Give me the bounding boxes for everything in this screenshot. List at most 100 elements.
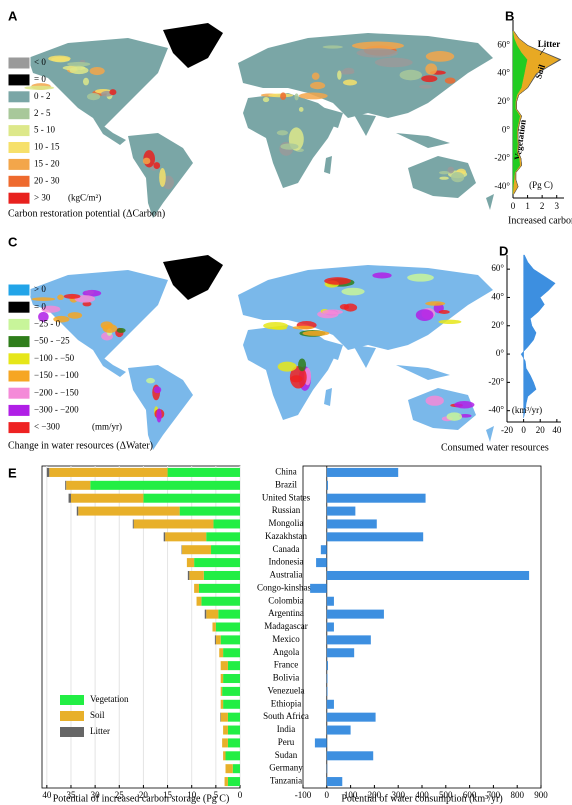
bar (187, 570, 190, 580)
map-patch (298, 358, 307, 372)
x-tick-label: 200 (368, 790, 382, 800)
map-patch (324, 277, 351, 285)
x-tick-label: 20 (536, 425, 546, 435)
map-patch (102, 323, 118, 333)
bar (46, 467, 50, 477)
legend-label: −50 - −25 (34, 336, 70, 346)
bar (326, 596, 334, 606)
land (318, 106, 343, 128)
category-label: France (274, 660, 299, 670)
legend-label: −200 - −150 (34, 387, 79, 397)
bar (326, 480, 328, 490)
map-patch (82, 77, 90, 86)
legend-swatch (7, 90, 31, 104)
panel-label: B (505, 8, 514, 23)
land (128, 365, 193, 450)
legend-label: 20 - 30 (34, 175, 60, 185)
map-patch (159, 168, 166, 187)
x-tick-label: 800 (510, 790, 524, 800)
map-patch (276, 130, 289, 136)
map-patch (310, 81, 326, 90)
bar (326, 635, 371, 645)
map-patch (356, 48, 398, 58)
legend-swatch (7, 174, 31, 188)
category-label: India (277, 724, 296, 734)
legend-swatch (7, 283, 31, 297)
land (238, 265, 493, 350)
x-tick-label: -20 (501, 425, 513, 435)
bar (326, 686, 328, 696)
bar (198, 583, 240, 593)
area (513, 31, 562, 194)
bar (133, 519, 214, 529)
bar (326, 699, 334, 709)
x-tick-label: 0 (511, 201, 516, 211)
bar (326, 570, 530, 580)
map-patch (142, 157, 151, 165)
legend-swatch (60, 711, 84, 721)
y-tick-label: 20° (497, 96, 510, 106)
map-patch (322, 45, 343, 49)
land (396, 365, 450, 380)
legend-swatch (7, 352, 31, 366)
axis-caption: Increased carbon storage (508, 215, 572, 226)
bar (220, 661, 228, 671)
x-tick-label: 5 (214, 790, 219, 800)
land (324, 156, 332, 174)
area (520, 254, 556, 418)
legend-label: −300 - −200 (34, 404, 79, 414)
x-tick-label: 900 (534, 790, 548, 800)
y-tick-label: -40° (488, 405, 504, 415)
map-patch (415, 309, 434, 321)
legend-label: Vegetation (90, 694, 129, 704)
category-label: Madagascar (264, 621, 307, 631)
legend-label: = 0 (34, 74, 46, 84)
map-patch (425, 51, 455, 62)
bar (189, 570, 204, 580)
legend-label: < 0 (34, 57, 46, 67)
category-label: Peru (278, 737, 295, 747)
legend-swatch (7, 317, 31, 331)
category-label: Sudan (275, 750, 298, 760)
bar (194, 558, 240, 568)
bar (49, 467, 168, 477)
x-tick-label: -100 (295, 790, 312, 800)
legend-unit: (mm/yr) (92, 422, 122, 432)
axis-label: Potential of increased carbon storage (P… (53, 793, 230, 804)
legend-label: 15 - 20 (34, 158, 60, 168)
panel-label: D (499, 243, 508, 258)
map-patch (311, 72, 320, 80)
y-tick-label: 0° (496, 348, 505, 358)
legend-swatch (7, 141, 31, 154)
legend-swatch (7, 107, 31, 121)
x-tick-label: 30 (91, 790, 101, 800)
bar (326, 648, 355, 658)
map-patch (298, 106, 304, 112)
map-patch (263, 321, 289, 330)
y-tick-label: 40° (497, 68, 510, 78)
map-patch (294, 93, 299, 101)
map-patch (292, 325, 314, 330)
bar (326, 725, 351, 735)
legend-label: > 30 (34, 192, 51, 202)
legend-label: < −300 (34, 422, 60, 432)
x-tick-label: 40 (42, 790, 52, 800)
category-label: Angola (273, 647, 300, 657)
x-tick-label: 35 (66, 790, 76, 800)
bar (182, 545, 212, 555)
bar (218, 609, 240, 619)
category-label: Australia (270, 570, 303, 580)
bar (310, 583, 327, 593)
bar (223, 751, 226, 761)
x-tick-label: 2 (540, 201, 545, 211)
bar (220, 635, 240, 645)
map-patch (153, 386, 162, 394)
x-tick-label: 15 (163, 790, 173, 800)
bar (76, 506, 79, 516)
category-label: Kazakhstan (265, 531, 307, 541)
category-label: Colombia (268, 595, 304, 605)
category-label: United States (262, 492, 311, 502)
map-patch (341, 287, 365, 296)
bar (326, 519, 377, 529)
map-patch (444, 77, 456, 84)
